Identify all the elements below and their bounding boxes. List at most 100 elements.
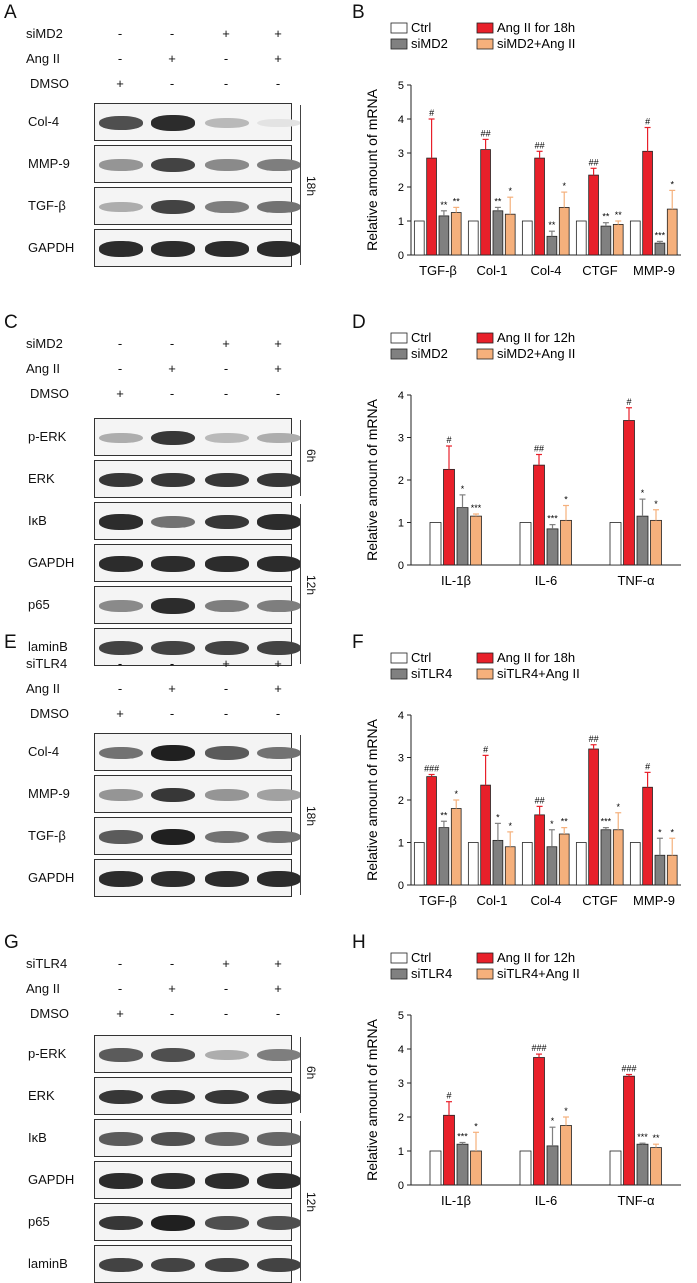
treatment-sign: - [223, 981, 229, 996]
significance-mark: * [551, 1116, 555, 1126]
significance-mark: * [654, 499, 658, 509]
protein-band [99, 556, 143, 572]
category-label: TNF-α [617, 1193, 655, 1208]
protein-band [151, 1257, 195, 1273]
protein-band [151, 241, 195, 257]
bar [480, 149, 491, 256]
legend-entry: siTLR4 [411, 966, 452, 981]
significance-mark: ** [548, 220, 556, 230]
blot-box [94, 775, 301, 813]
protein-band [205, 599, 249, 613]
protein-band [205, 640, 249, 656]
bar [666, 208, 678, 256]
protein-band [99, 830, 143, 844]
bar [534, 814, 545, 886]
protein-band [205, 241, 249, 257]
treatment-label: DMSO [30, 76, 69, 91]
time-label: 18h [304, 806, 318, 827]
bar [480, 784, 491, 886]
protein-band [257, 200, 301, 214]
bar [533, 1057, 545, 1186]
band-label: GAPDH [28, 1172, 75, 1187]
significance-mark: ** [453, 196, 461, 206]
treatment-sign: - [223, 51, 229, 66]
time-label: 6h [304, 449, 318, 463]
treatment-sign: + [274, 681, 282, 696]
legend-entry: siMD2+Ang II [497, 36, 575, 51]
treatment-sign: + [116, 706, 124, 721]
bar [558, 833, 570, 886]
significance-mark: * [496, 812, 500, 822]
protein-band [257, 556, 301, 572]
protein-band [257, 1173, 301, 1189]
blot-box [94, 229, 301, 267]
protein-band [257, 789, 301, 801]
time-label: 6h [304, 1066, 318, 1080]
y-tick-label: 1 [398, 518, 404, 530]
protein-band [257, 599, 301, 613]
y-tick-label: 4 [398, 390, 404, 402]
legend-swatch [390, 332, 408, 344]
bar [413, 842, 425, 886]
protein-band [257, 746, 301, 760]
significance-mark: *** [655, 230, 666, 240]
protein-band [99, 159, 143, 171]
protein-band [151, 472, 195, 488]
panel-letter: E [4, 632, 17, 653]
protein-band [205, 1089, 249, 1105]
bar [636, 515, 649, 566]
treatment-sign: + [274, 26, 282, 41]
bar-chart: Ctrl Ang II for 18h siTLR4 siTLR4+Ang II 0 1 2… [364, 650, 681, 908]
bar [546, 846, 558, 886]
time-bracket [298, 1037, 301, 1113]
significance-mark: * [616, 802, 620, 812]
bar-chart: Ctrl Ang II for 12h siTLR4 siTLR4+Ang II 0 1 2… [364, 950, 681, 1208]
protein-band [257, 871, 301, 887]
protein-band [99, 600, 143, 612]
blot-box [94, 502, 301, 540]
bar [456, 1143, 469, 1186]
y-tick-label: 2 [398, 1112, 404, 1124]
legend-swatch [390, 348, 408, 360]
significance-mark: # [645, 117, 650, 127]
blot-box [94, 460, 301, 498]
protein-band [151, 115, 195, 131]
y-tick-label: 3 [398, 148, 404, 160]
time-bracket [298, 1121, 301, 1281]
band-label: TGF-β [28, 198, 66, 213]
treatment-sign: - [117, 656, 123, 671]
bar [666, 854, 678, 886]
protein-band [205, 159, 249, 171]
protein-band [151, 1132, 195, 1146]
treatment-sign: + [168, 681, 176, 696]
significance-mark: ## [589, 157, 599, 167]
treatment-label: Ang II [26, 981, 60, 996]
protein-band [257, 241, 301, 257]
treatment-sign: - [223, 706, 229, 721]
bar [521, 842, 533, 886]
treatment-sign: + [168, 361, 176, 376]
treatment-sign: - [117, 681, 123, 696]
bar [443, 468, 455, 566]
protein-band [257, 158, 301, 172]
bar [450, 808, 462, 886]
panel-letter: D [352, 312, 366, 333]
band-label: GAPDH [28, 870, 75, 885]
significance-mark: # [446, 1091, 451, 1101]
legend-entry: siTLR4 [411, 666, 452, 681]
treatment-sign: + [116, 1006, 124, 1021]
protein-band [99, 116, 143, 130]
protein-band [205, 871, 249, 887]
blot-box [94, 1119, 301, 1157]
protein-band [99, 201, 143, 213]
bar [560, 519, 572, 566]
significance-mark: * [508, 186, 512, 196]
protein-band [205, 1216, 249, 1230]
significance-mark: # [626, 397, 631, 407]
blot-box [94, 544, 301, 582]
treatment-sign: - [223, 76, 229, 91]
protein-band [205, 1132, 249, 1146]
protein-band [99, 789, 143, 801]
protein-band [99, 1215, 143, 1231]
bar [413, 220, 425, 256]
